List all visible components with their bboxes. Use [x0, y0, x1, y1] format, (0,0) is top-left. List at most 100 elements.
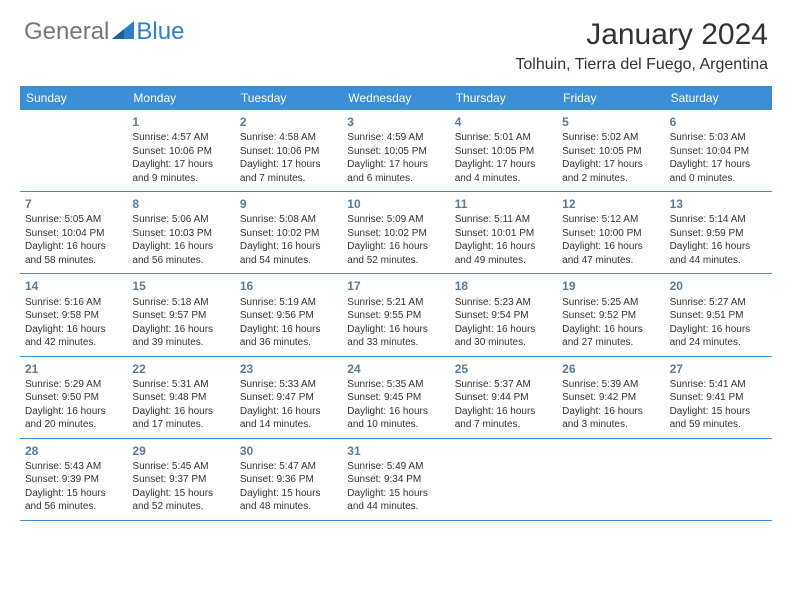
calendar-cell	[450, 439, 557, 520]
daylight-text: Daylight: 17 hours and 9 minutes.	[132, 158, 229, 185]
daylight-text: Daylight: 16 hours and 3 minutes.	[562, 405, 659, 432]
calendar-cell: 15Sunrise: 5:18 AMSunset: 9:57 PMDayligh…	[127, 274, 234, 355]
weekday-label: Tuesday	[235, 86, 342, 110]
sunset-text: Sunset: 10:02 PM	[347, 227, 444, 241]
sunrise-text: Sunrise: 5:21 AM	[347, 296, 444, 310]
sunset-text: Sunset: 9:57 PM	[132, 309, 229, 323]
day-number: 6	[670, 114, 767, 130]
daylight-text: Daylight: 15 hours and 52 minutes.	[132, 487, 229, 514]
brand-part1: General	[24, 18, 109, 46]
day-number: 29	[132, 443, 229, 459]
sunrise-text: Sunrise: 5:02 AM	[562, 131, 659, 145]
calendar-cell: 27Sunrise: 5:41 AMSunset: 9:41 PMDayligh…	[665, 357, 772, 438]
daylight-text: Daylight: 16 hours and 54 minutes.	[240, 240, 337, 267]
calendar-cell: 16Sunrise: 5:19 AMSunset: 9:56 PMDayligh…	[235, 274, 342, 355]
sunrise-text: Sunrise: 5:43 AM	[25, 460, 122, 474]
sunset-text: Sunset: 9:47 PM	[240, 391, 337, 405]
calendar-cell: 11Sunrise: 5:11 AMSunset: 10:01 PMDaylig…	[450, 192, 557, 273]
daylight-text: Daylight: 16 hours and 42 minutes.	[25, 323, 122, 350]
calendar-cell: 5Sunrise: 5:02 AMSunset: 10:05 PMDayligh…	[557, 110, 664, 191]
brand-logo: General Blue	[24, 18, 184, 46]
calendar-cell: 23Sunrise: 5:33 AMSunset: 9:47 PMDayligh…	[235, 357, 342, 438]
sunrise-text: Sunrise: 5:41 AM	[670, 378, 767, 392]
day-number: 30	[240, 443, 337, 459]
brand-part2: Blue	[136, 18, 184, 46]
calendar-week: 28Sunrise: 5:43 AMSunset: 9:39 PMDayligh…	[20, 439, 772, 521]
sunset-text: Sunset: 9:50 PM	[25, 391, 122, 405]
calendar-cell: 21Sunrise: 5:29 AMSunset: 9:50 PMDayligh…	[20, 357, 127, 438]
calendar-cell: 31Sunrise: 5:49 AMSunset: 9:34 PMDayligh…	[342, 439, 449, 520]
weekday-label: Friday	[557, 86, 664, 110]
daylight-text: Daylight: 16 hours and 14 minutes.	[240, 405, 337, 432]
sunset-text: Sunset: 9:37 PM	[132, 473, 229, 487]
daylight-text: Daylight: 16 hours and 30 minutes.	[455, 323, 552, 350]
daylight-text: Daylight: 15 hours and 56 minutes.	[25, 487, 122, 514]
daylight-text: Daylight: 16 hours and 33 minutes.	[347, 323, 444, 350]
calendar-week: 1Sunrise: 4:57 AMSunset: 10:06 PMDayligh…	[20, 110, 772, 192]
day-number: 8	[132, 196, 229, 212]
calendar: Sunday Monday Tuesday Wednesday Thursday…	[20, 86, 772, 521]
sunset-text: Sunset: 10:05 PM	[455, 145, 552, 159]
day-number: 7	[25, 196, 122, 212]
daylight-text: Daylight: 16 hours and 27 minutes.	[562, 323, 659, 350]
day-number: 13	[670, 196, 767, 212]
day-number: 18	[455, 278, 552, 294]
sunset-text: Sunset: 9:52 PM	[562, 309, 659, 323]
sunset-text: Sunset: 9:34 PM	[347, 473, 444, 487]
day-number: 14	[25, 278, 122, 294]
sunset-text: Sunset: 9:55 PM	[347, 309, 444, 323]
day-number: 28	[25, 443, 122, 459]
day-number: 31	[347, 443, 444, 459]
calendar-cell: 13Sunrise: 5:14 AMSunset: 9:59 PMDayligh…	[665, 192, 772, 273]
sunset-text: Sunset: 9:39 PM	[25, 473, 122, 487]
day-number: 24	[347, 361, 444, 377]
sunrise-text: Sunrise: 5:31 AM	[132, 378, 229, 392]
sunrise-text: Sunrise: 5:29 AM	[25, 378, 122, 392]
sunset-text: Sunset: 10:06 PM	[132, 145, 229, 159]
sunrise-text: Sunrise: 5:23 AM	[455, 296, 552, 310]
day-number: 20	[670, 278, 767, 294]
daylight-text: Daylight: 17 hours and 2 minutes.	[562, 158, 659, 185]
daylight-text: Daylight: 16 hours and 56 minutes.	[132, 240, 229, 267]
sunrise-text: Sunrise: 5:12 AM	[562, 213, 659, 227]
calendar-cell: 22Sunrise: 5:31 AMSunset: 9:48 PMDayligh…	[127, 357, 234, 438]
day-number: 23	[240, 361, 337, 377]
calendar-cell: 12Sunrise: 5:12 AMSunset: 10:00 PMDaylig…	[557, 192, 664, 273]
calendar-cell: 17Sunrise: 5:21 AMSunset: 9:55 PMDayligh…	[342, 274, 449, 355]
sunset-text: Sunset: 9:56 PM	[240, 309, 337, 323]
daylight-text: Daylight: 16 hours and 47 minutes.	[562, 240, 659, 267]
sunrise-text: Sunrise: 5:03 AM	[670, 131, 767, 145]
day-number: 16	[240, 278, 337, 294]
calendar-cell: 28Sunrise: 5:43 AMSunset: 9:39 PMDayligh…	[20, 439, 127, 520]
day-number: 15	[132, 278, 229, 294]
calendar-cell: 6Sunrise: 5:03 AMSunset: 10:04 PMDayligh…	[665, 110, 772, 191]
sunset-text: Sunset: 10:04 PM	[670, 145, 767, 159]
sunrise-text: Sunrise: 5:11 AM	[455, 213, 552, 227]
sunrise-text: Sunrise: 5:14 AM	[670, 213, 767, 227]
sunrise-text: Sunrise: 5:47 AM	[240, 460, 337, 474]
day-number: 4	[455, 114, 552, 130]
weekday-label: Wednesday	[342, 86, 449, 110]
location-label: Tolhuin, Tierra del Fuego, Argentina	[515, 56, 768, 74]
day-number: 9	[240, 196, 337, 212]
daylight-text: Daylight: 16 hours and 10 minutes.	[347, 405, 444, 432]
day-number: 26	[562, 361, 659, 377]
calendar-cell: 26Sunrise: 5:39 AMSunset: 9:42 PMDayligh…	[557, 357, 664, 438]
calendar-cell: 9Sunrise: 5:08 AMSunset: 10:02 PMDayligh…	[235, 192, 342, 273]
sunset-text: Sunset: 9:51 PM	[670, 309, 767, 323]
sunrise-text: Sunrise: 5:06 AM	[132, 213, 229, 227]
weekday-header: Sunday Monday Tuesday Wednesday Thursday…	[20, 86, 772, 110]
daylight-text: Daylight: 17 hours and 4 minutes.	[455, 158, 552, 185]
daylight-text: Daylight: 15 hours and 48 minutes.	[240, 487, 337, 514]
sunrise-text: Sunrise: 5:33 AM	[240, 378, 337, 392]
sunrise-text: Sunrise: 5:09 AM	[347, 213, 444, 227]
daylight-text: Daylight: 16 hours and 49 minutes.	[455, 240, 552, 267]
weeks-container: 1Sunrise: 4:57 AMSunset: 10:06 PMDayligh…	[20, 110, 772, 521]
calendar-cell: 2Sunrise: 4:58 AMSunset: 10:06 PMDayligh…	[235, 110, 342, 191]
day-number: 25	[455, 361, 552, 377]
daylight-text: Daylight: 16 hours and 52 minutes.	[347, 240, 444, 267]
day-number: 22	[132, 361, 229, 377]
sunset-text: Sunset: 9:36 PM	[240, 473, 337, 487]
calendar-week: 14Sunrise: 5:16 AMSunset: 9:58 PMDayligh…	[20, 274, 772, 356]
sunrise-text: Sunrise: 5:19 AM	[240, 296, 337, 310]
